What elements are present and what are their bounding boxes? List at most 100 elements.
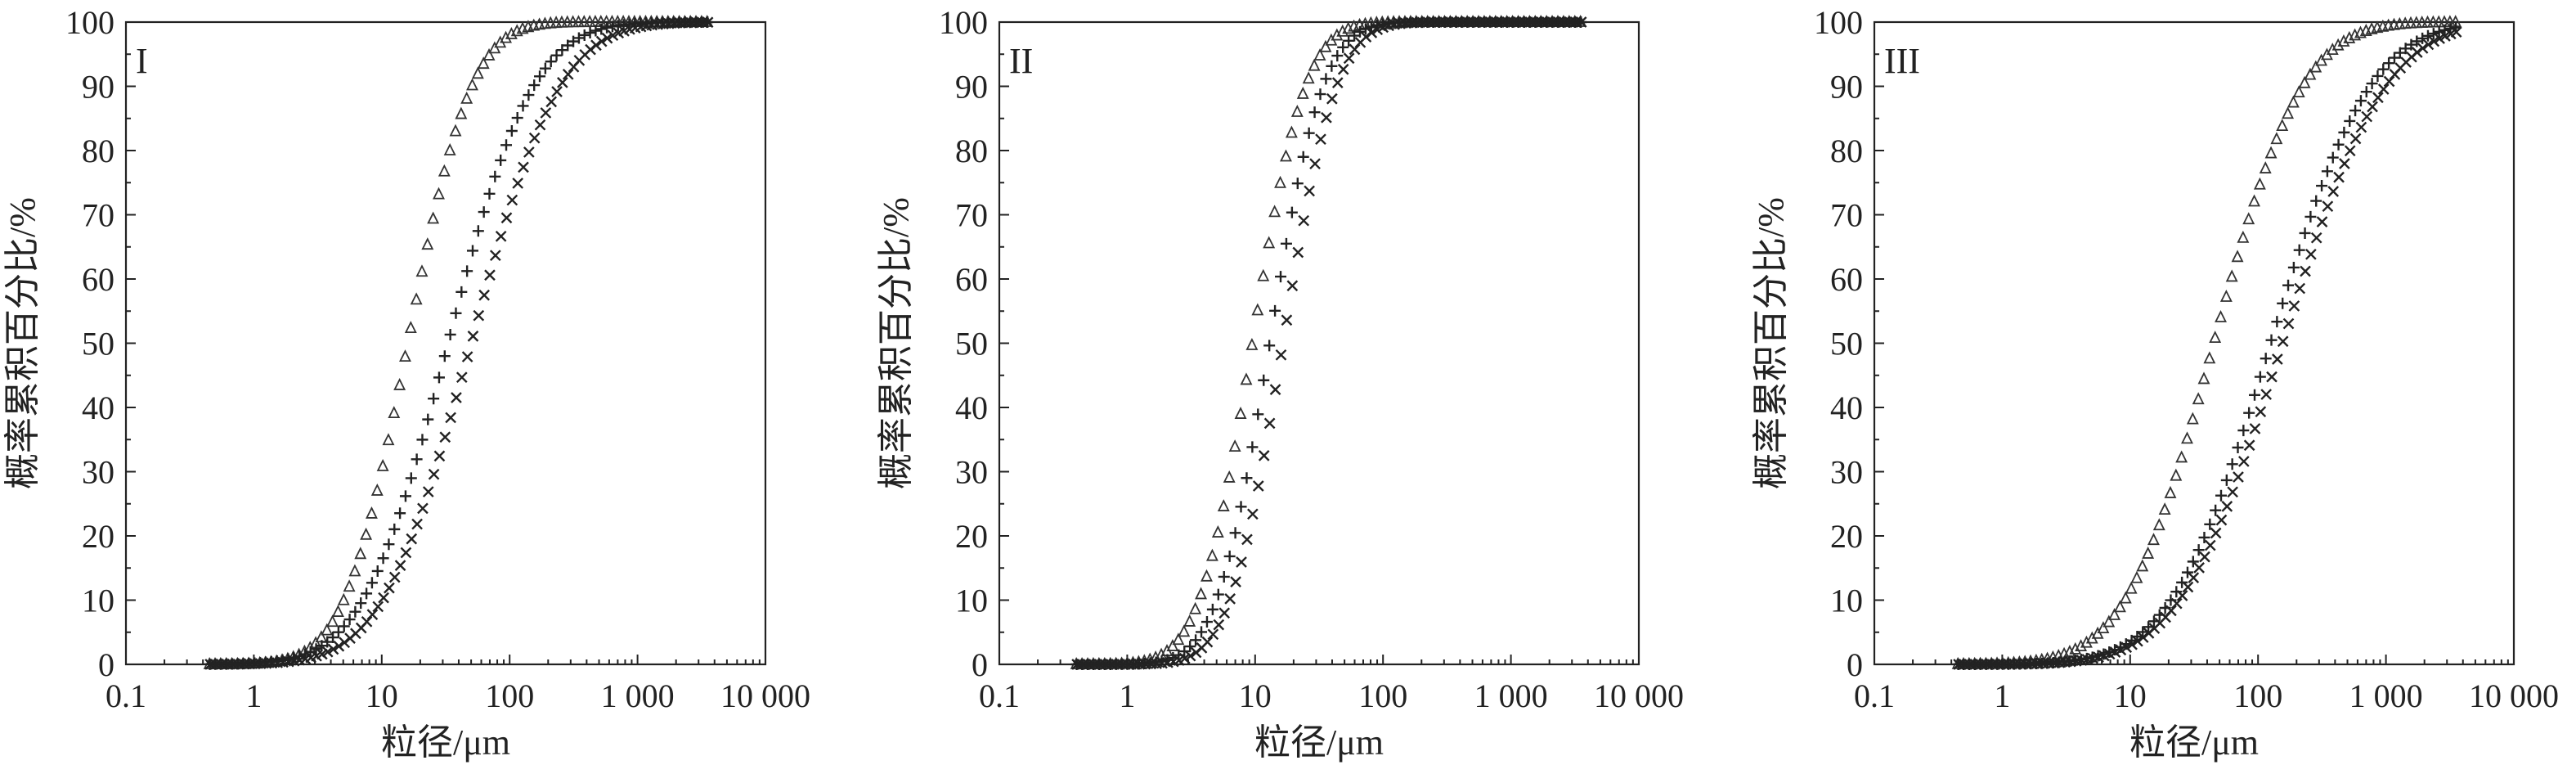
data-point	[1241, 533, 1253, 546]
data-point	[2176, 576, 2188, 588]
data-point	[2265, 334, 2278, 346]
data-point	[477, 56, 490, 70]
y-tick-label: 10	[1830, 583, 1863, 619]
series-triangle	[1951, 15, 2462, 669]
data-point	[534, 70, 546, 83]
data-point	[1285, 125, 1298, 138]
data-point	[304, 646, 316, 658]
data-point	[2204, 518, 2216, 530]
data-point	[388, 406, 401, 419]
y-tick-label: 80	[955, 133, 988, 169]
data-point	[1360, 31, 1372, 43]
y-tick-label: 30	[1830, 454, 1863, 491]
data-point	[2383, 75, 2395, 88]
x-tick-label: 10	[1239, 677, 1272, 714]
data-point	[433, 371, 445, 384]
data-point	[2125, 581, 2138, 594]
chart-panel-3: 0.1 1 10 100 1 000 10 000 0 10 20 30 40 50 60 70 80 90 1…	[1751, 4, 2559, 763]
plot-frame	[124, 20, 767, 666]
data-point	[2158, 502, 2171, 515]
data-point	[1258, 450, 1270, 461]
data-point	[518, 161, 529, 173]
data-point	[1326, 60, 1338, 72]
data-point	[2181, 431, 2193, 444]
data-point	[2097, 621, 2110, 634]
data-point	[2411, 47, 2423, 58]
data-point	[372, 601, 384, 613]
y-tick-label: 90	[1830, 69, 1863, 106]
data-point	[370, 483, 384, 496]
data-point	[393, 377, 406, 390]
data-point	[1366, 27, 1378, 38]
data-point	[2170, 586, 2183, 598]
data-point	[2215, 489, 2227, 502]
y-tick-label: 90	[82, 69, 114, 106]
data-point	[450, 307, 462, 319]
data-point	[2327, 151, 2339, 164]
data-point	[2219, 290, 2233, 302]
data-point	[1575, 16, 1587, 28]
data-point	[327, 632, 339, 644]
data-point	[2164, 485, 2177, 498]
data-point	[2434, 33, 2445, 44]
data-point	[2170, 597, 2183, 610]
data-point	[489, 250, 501, 262]
data-point	[2170, 468, 2183, 481]
data-point	[2288, 300, 2300, 312]
data-point	[383, 538, 395, 551]
y-tick-label: 0	[1847, 646, 1863, 683]
data-point	[506, 194, 518, 206]
data-point	[1308, 106, 1321, 119]
data-point	[1236, 556, 1247, 568]
data-point	[2349, 105, 2362, 117]
data-point	[2421, 29, 2434, 42]
data-point	[460, 91, 473, 104]
data-point	[433, 187, 445, 200]
data-point	[1178, 652, 1191, 664]
data-point	[595, 23, 608, 35]
data-point	[343, 614, 356, 626]
data-point	[445, 412, 456, 424]
y-tick-label: 20	[82, 518, 114, 555]
data-point	[449, 124, 462, 137]
data-point	[1275, 271, 1287, 283]
data-point	[2237, 230, 2250, 243]
data-point	[2338, 126, 2350, 138]
data-point	[517, 100, 529, 112]
data-point	[1371, 24, 1384, 36]
data-point	[2355, 121, 2367, 133]
x-axis-label: 粒径/μm	[381, 722, 510, 763]
data-point	[2215, 514, 2228, 526]
data-point	[2237, 425, 2250, 437]
data-point	[2310, 232, 2322, 244]
data-point	[2226, 458, 2238, 470]
data-point	[2337, 34, 2350, 47]
data-point	[1200, 616, 1213, 628]
data-point	[2277, 335, 2289, 348]
data-point	[2316, 216, 2328, 227]
data-point	[438, 350, 451, 362]
y-axis-label: 概率累积百分比/%	[1751, 197, 1791, 489]
data-point	[321, 623, 334, 636]
data-point	[472, 225, 484, 237]
data-point	[1280, 237, 1292, 250]
data-point	[1229, 527, 1241, 539]
data-point	[2203, 351, 2216, 364]
data-point	[1211, 525, 1224, 538]
data-point	[2220, 474, 2233, 486]
data-point	[2344, 115, 2356, 127]
data-point	[1308, 58, 1321, 71]
data-point	[2075, 639, 2088, 651]
y-tick-label: 20	[1830, 518, 1863, 555]
data-point	[1206, 603, 1218, 615]
x-tick-label: 10	[2114, 677, 2147, 714]
data-point	[590, 25, 602, 37]
y-tick-label: 40	[1830, 389, 1863, 426]
x-tick-label: 1	[1994, 677, 2010, 714]
data-point	[2103, 614, 2116, 628]
data-point	[1235, 501, 1247, 513]
data-point	[1228, 439, 1241, 452]
data-point	[2388, 52, 2400, 64]
series-cross	[204, 16, 714, 670]
data-point	[473, 309, 485, 322]
